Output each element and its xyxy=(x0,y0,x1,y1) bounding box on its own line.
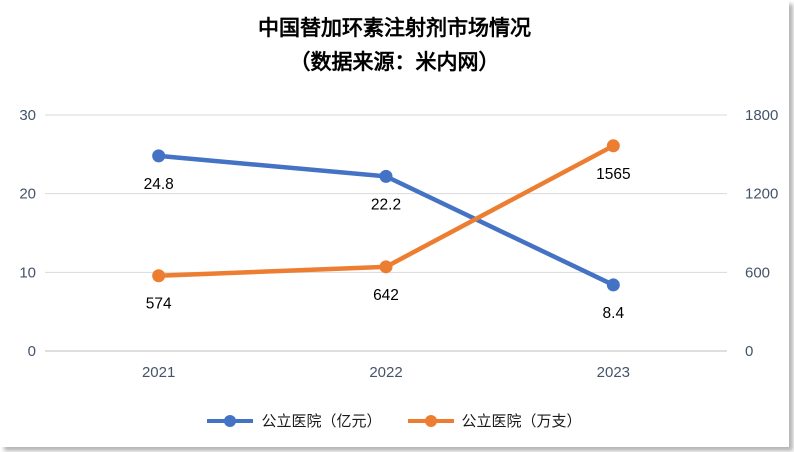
x-axis-label: 2022 xyxy=(369,364,402,381)
data-point xyxy=(152,269,166,283)
x-axis-label: 2023 xyxy=(597,364,630,381)
legend-item: 公立医院（亿元） xyxy=(207,410,382,431)
legend: 公立医院（亿元） 公立医院（万支） xyxy=(0,410,789,431)
data-label: 24.8 xyxy=(144,176,174,193)
data-label: 22.2 xyxy=(371,196,401,213)
data-label: 1565 xyxy=(596,166,630,183)
data-point xyxy=(152,149,166,163)
right-axis-tick-label: 600 xyxy=(745,264,770,281)
right-axis-tick-label: 0 xyxy=(745,343,753,360)
data-label: 642 xyxy=(373,287,399,304)
legend-marker-icon xyxy=(207,414,254,427)
legend-label: 公立医院（亿元） xyxy=(261,413,382,430)
legend-label: 公立医院（万支） xyxy=(461,413,582,430)
right-axis-tick-label: 1800 xyxy=(745,107,778,124)
x-axis-label: 2021 xyxy=(142,364,175,381)
data-point xyxy=(606,278,620,292)
left-axis-tick-label: 10 xyxy=(19,264,36,281)
data-point xyxy=(379,169,393,183)
legend-item: 公立医院（万支） xyxy=(407,410,582,431)
left-axis-tick-label: 20 xyxy=(19,186,36,203)
data-point xyxy=(606,139,620,153)
right-axis-tick-label: 1200 xyxy=(745,186,778,203)
chart-title: 中国替加环素注射剂市场情况 （数据来源：米内网） xyxy=(0,12,789,80)
left-axis-tick-label: 0 xyxy=(28,343,36,360)
data-label: 8.4 xyxy=(603,305,625,322)
legend-marker-icon xyxy=(407,414,454,427)
chart-title-line2: （数据来源：米内网） xyxy=(289,51,500,74)
left-axis-tick-label: 30 xyxy=(19,107,36,124)
data-point xyxy=(379,260,393,274)
chart-title-line1: 中国替加环素注射剂市场情况 xyxy=(258,17,531,40)
data-label: 574 xyxy=(146,296,172,313)
